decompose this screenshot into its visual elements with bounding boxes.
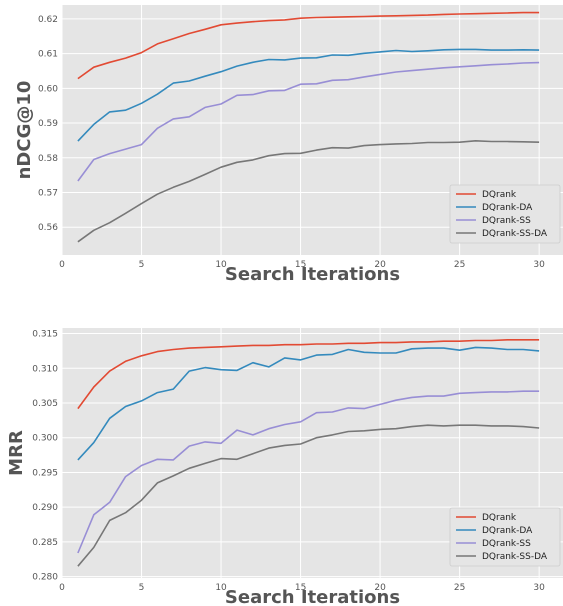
series-line-dqrank-da — [77, 48, 540, 142]
y-tick-label: 0.300 — [32, 434, 58, 444]
y-tick-label: 0.295 — [32, 468, 58, 478]
legend-label: DQrank-SS — [482, 539, 531, 549]
x-tick-label: 5 — [139, 260, 145, 270]
y-tick-label: 0.305 — [32, 399, 58, 409]
legend-box — [449, 184, 561, 244]
series-line-dqrank-da — [77, 346, 540, 461]
y-tick-label: 0.290 — [32, 503, 58, 513]
series-line-dqrank — [77, 338, 540, 410]
y-tick-label: 0.57 — [38, 189, 58, 199]
chart-2: 0 5 10 15 20 25 30 0.280 0.285 0.290 0.295 0.300 0.3… — [6, 328, 563, 606]
x-tick-label: 20 — [374, 260, 386, 270]
series-line-dqrank-ss-da — [77, 140, 540, 243]
x-tick-label: 10 — [215, 260, 227, 270]
x-axis-title: Search Iterations — [225, 587, 400, 606]
x-tick-label: 15 — [295, 583, 306, 593]
x-tick-label: 10 — [215, 583, 227, 593]
y-tick-label: 0.59 — [38, 119, 58, 129]
legend-label: DQrank — [482, 190, 517, 200]
legend-label: DQrank-SS — [482, 216, 531, 226]
x-axis-title: Search Iterations — [225, 264, 400, 285]
y-tick-label: 0.60 — [38, 84, 58, 94]
x-tick-label: 0 — [59, 260, 65, 270]
legend: DQrank DQrank-DA DQrank-SS DQrank-SS-DA — [449, 507, 561, 567]
y-tick-label: 0.56 — [38, 223, 58, 233]
series-line-dqrank-ss — [77, 61, 540, 182]
x-tick-label: 5 — [139, 583, 145, 593]
y-tick-label: 0.61 — [38, 50, 58, 60]
y-tick-label: 0.62 — [38, 15, 58, 25]
x-tick-label: 20 — [374, 583, 386, 593]
legend: DQrank DQrank-DA DQrank-SS DQrank-SS-DA — [449, 184, 561, 244]
x-tick-label: 15 — [295, 260, 306, 270]
chart-1: 0 5 10 15 20 25 30 0.56 0.57 0.58 0.59 0.60 0.61 0.62… — [14, 5, 563, 285]
legend-label: DQrank-SS-DA — [482, 552, 548, 562]
legend-box — [449, 507, 561, 567]
y-tick-label: 0.58 — [38, 154, 58, 164]
series-line-dqrank — [77, 11, 540, 80]
legend-label: DQrank-DA — [482, 526, 533, 536]
x-tick-label: 30 — [533, 260, 545, 270]
series-line-dqrank-ss — [77, 390, 540, 554]
y-axis-title: nDCG@10 — [14, 81, 35, 180]
series-line-dqrank-ss-da — [77, 424, 540, 567]
legend-label: DQrank-SS-DA — [482, 229, 548, 239]
y-axis-title: MRR — [6, 430, 27, 476]
y-tick-label: 0.310 — [32, 364, 58, 374]
x-tick-label: 30 — [533, 583, 545, 593]
x-tick-label: 25 — [454, 583, 465, 593]
x-tick-label: 0 — [59, 583, 65, 593]
legend-label: DQrank — [482, 513, 517, 523]
y-tick-label: 0.285 — [32, 538, 58, 548]
x-tick-label: 25 — [454, 260, 465, 270]
legend-label: DQrank-DA — [482, 203, 533, 213]
y-tick-label: 0.315 — [32, 330, 58, 340]
y-tick-label: 0.280 — [32, 573, 58, 583]
